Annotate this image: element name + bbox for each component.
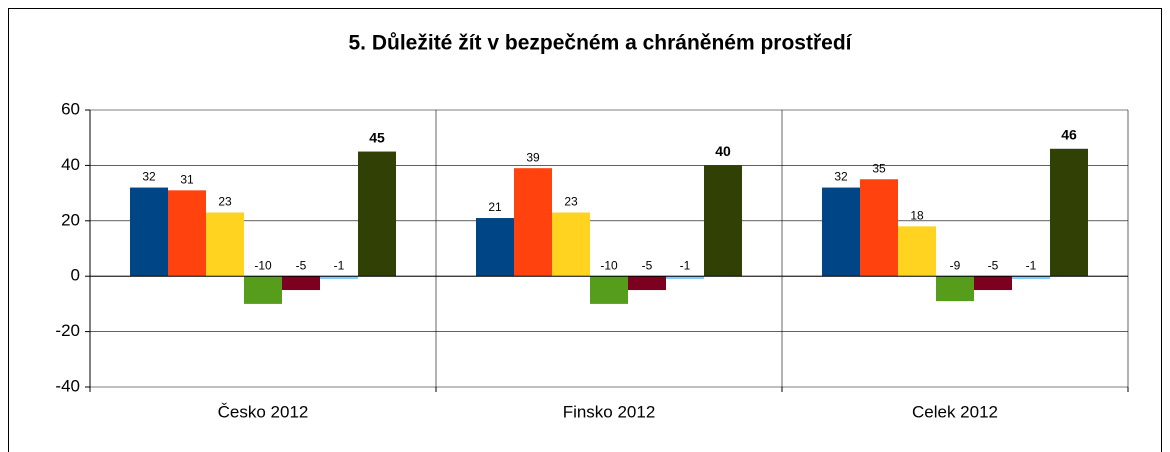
- bar: [936, 276, 974, 302]
- bar: [590, 276, 628, 304]
- bar: [282, 276, 320, 291]
- bar: [514, 168, 552, 277]
- bar: [244, 276, 282, 304]
- data-label: 23: [218, 195, 232, 209]
- data-label: -10: [600, 258, 618, 272]
- chart-title: 5. Důležité žít v bezpečném a chráněném …: [349, 32, 853, 55]
- data-label: 35: [872, 161, 886, 175]
- x-tick-label: Česko 2012: [218, 402, 309, 421]
- data-label: 21: [488, 200, 502, 214]
- bar: [1050, 148, 1088, 277]
- x-tick-label: Finsko 2012: [563, 402, 656, 421]
- bar: [476, 218, 514, 277]
- data-label: -1: [1026, 258, 1037, 272]
- y-tick-label: 40: [61, 155, 80, 174]
- data-label: 32: [834, 170, 848, 184]
- data-label: -9: [950, 258, 961, 272]
- bar: [552, 212, 590, 277]
- data-label: 46: [1061, 126, 1077, 142]
- bar: [974, 276, 1012, 291]
- bar: [860, 179, 898, 277]
- data-label: -1: [680, 258, 691, 272]
- data-label: -5: [988, 258, 999, 272]
- bar: [898, 226, 936, 277]
- bar: [206, 212, 244, 277]
- bar: [358, 151, 396, 277]
- bar: [822, 187, 860, 277]
- data-label: -5: [296, 258, 307, 272]
- data-label: -5: [642, 258, 653, 272]
- y-tick-label: -40: [55, 376, 80, 395]
- bar: [168, 190, 206, 277]
- y-tick-label: 0: [71, 266, 80, 285]
- bar: [130, 187, 168, 277]
- data-label: 32: [142, 170, 156, 184]
- bar: [628, 276, 666, 291]
- data-label: -1: [334, 258, 345, 272]
- bar: [704, 165, 742, 277]
- y-tick-label: 20: [61, 210, 80, 229]
- data-label: -10: [254, 258, 272, 272]
- bar: [320, 276, 358, 279]
- data-label: 45: [369, 129, 385, 145]
- y-tick-label: -20: [55, 321, 80, 340]
- x-tick-label: Celek 2012: [912, 402, 998, 421]
- data-label: 23: [564, 195, 578, 209]
- data-label: 39: [526, 150, 540, 164]
- data-label: 18: [910, 209, 924, 223]
- y-tick-label: 60: [61, 99, 80, 118]
- data-label: 31: [180, 173, 194, 187]
- bar: [1012, 276, 1050, 279]
- bar: [666, 276, 704, 279]
- data-label: 40: [715, 143, 731, 159]
